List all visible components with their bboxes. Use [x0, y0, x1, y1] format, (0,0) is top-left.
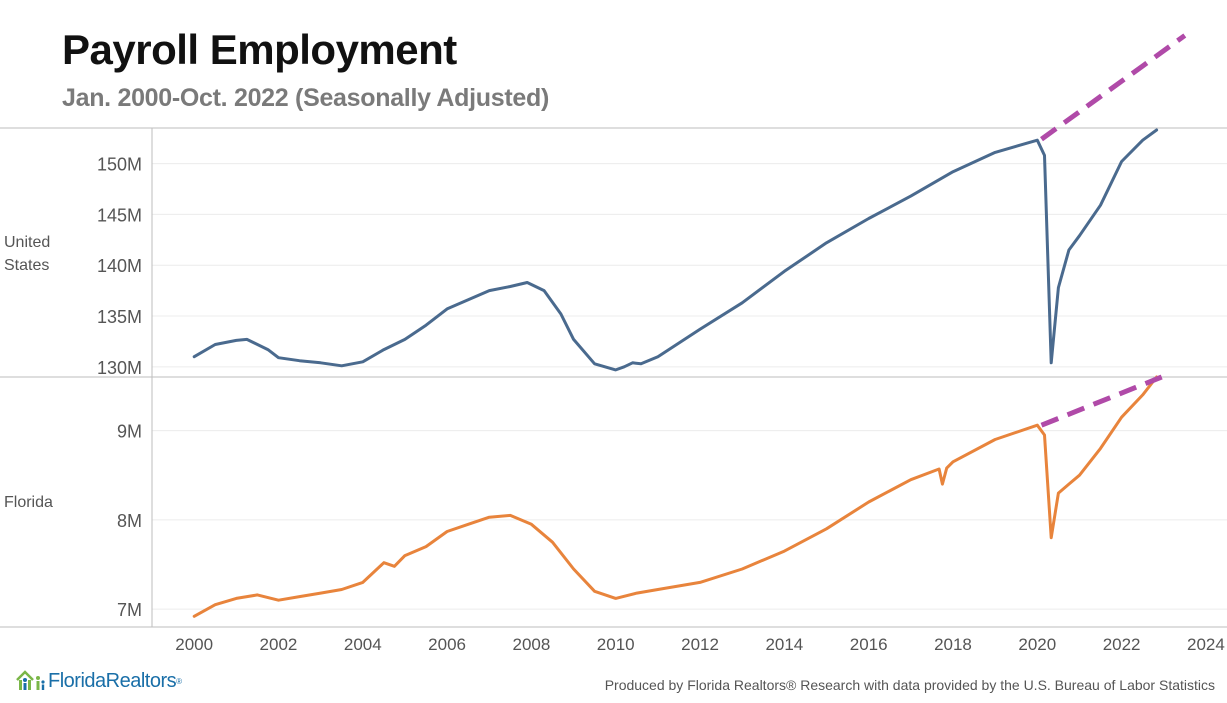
x-tick-label: 2008 — [512, 635, 550, 654]
x-tick-label: 2002 — [260, 635, 298, 654]
x-tick-label: 2018 — [934, 635, 972, 654]
y-tick-label: 8M — [117, 511, 142, 531]
x-tick-label: 2014 — [765, 635, 803, 654]
chart-title: Payroll Employment — [62, 26, 457, 73]
y-tick-label: 150M — [97, 155, 142, 175]
series-line-0 — [192, 128, 1159, 372]
x-tick-label: 2012 — [681, 635, 719, 654]
x-tick-label: 2024 — [1187, 635, 1225, 654]
logo-registered-mark: ® — [176, 676, 183, 686]
logo-text: FloridaRealtors — [48, 669, 177, 692]
y-tick-label: 140M — [97, 256, 142, 276]
x-tick-label: 2006 — [428, 635, 466, 654]
panel-row-label: States — [4, 257, 49, 274]
x-tick-label: 2000 — [175, 635, 213, 654]
x-tick-label: 2020 — [1018, 635, 1056, 654]
trend-line-0 — [1040, 33, 1187, 142]
source-credit: Produced by Florida Realtors® Research w… — [604, 677, 1215, 693]
y-tick-label: 9M — [117, 422, 142, 442]
label-layer: 130M 135M 140M 145M 150M United States 7M 8M 9M Fl… — [4, 155, 1225, 654]
chart-subtitle: Jan. 2000-Oct. 2022 (Seasonally Adjusted… — [62, 84, 549, 112]
axis-layer — [0, 127, 1227, 628]
y-tick-label: 135M — [97, 307, 142, 327]
trend-line-1 — [1040, 374, 1163, 428]
y-tick-label: 145M — [97, 205, 142, 225]
x-tick-label: 2016 — [850, 635, 888, 654]
panel-row-label: United — [4, 234, 50, 251]
grid-layer — [152, 163, 1227, 610]
series-line-1 — [192, 375, 1159, 618]
y-tick-label: 130M — [97, 358, 142, 378]
florida-realtors-logo: FloridaRealtors ® — [14, 668, 182, 694]
x-tick-label: 2022 — [1103, 635, 1141, 654]
x-tick-label: 2010 — [597, 635, 635, 654]
y-tick-label: 7M — [117, 600, 142, 620]
x-tick-label: 2004 — [344, 635, 382, 654]
house-people-icon — [16, 670, 45, 690]
panel-row-label: Florida — [4, 494, 53, 511]
series-layer — [192, 33, 1187, 618]
